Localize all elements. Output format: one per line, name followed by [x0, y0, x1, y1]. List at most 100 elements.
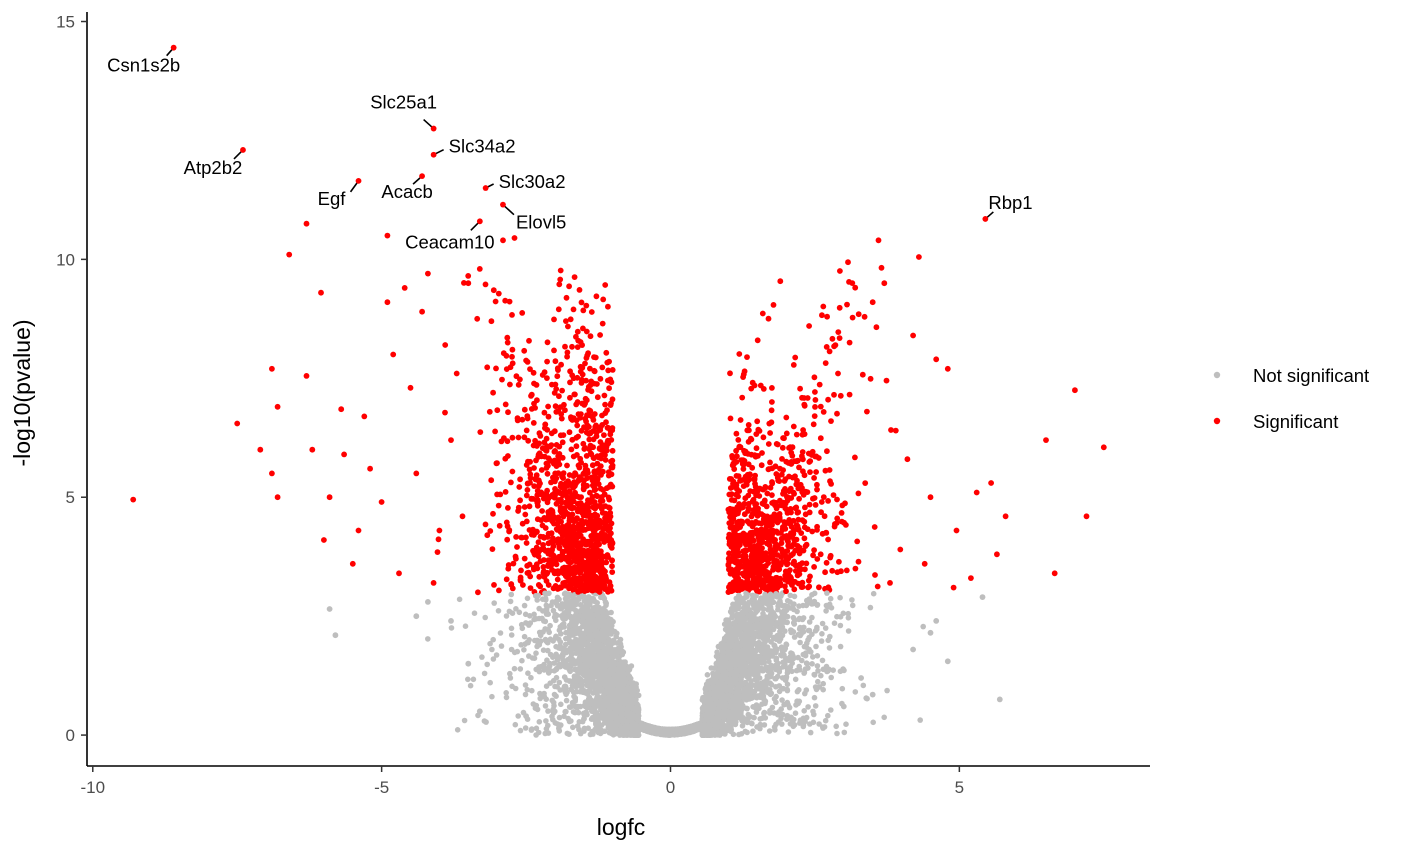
significant-point — [482, 281, 489, 288]
not-significant-point — [612, 647, 618, 653]
significant-point — [862, 480, 869, 486]
significant-point — [496, 522, 503, 529]
significant-point — [823, 344, 830, 350]
significant-point — [807, 469, 813, 475]
significant-point — [854, 538, 861, 545]
not-significant-point — [719, 645, 726, 651]
significant-point — [477, 429, 484, 435]
significant-point — [817, 403, 824, 410]
significant-point — [861, 313, 868, 320]
significant-point — [787, 520, 793, 527]
significant-point — [835, 329, 842, 335]
significant-point — [474, 315, 481, 322]
not-significant-point — [507, 598, 514, 605]
significant-point — [509, 346, 516, 353]
significant-point — [824, 313, 830, 320]
significant-point — [827, 478, 833, 485]
significant-point — [536, 430, 543, 437]
significant-point — [526, 503, 533, 510]
significant-point — [521, 504, 528, 510]
significant-point — [799, 449, 806, 455]
not-significant-point — [551, 660, 557, 666]
significant-point — [811, 475, 817, 481]
not-significant-point — [758, 648, 765, 655]
significant-point — [492, 298, 499, 305]
significant-point — [506, 298, 513, 305]
significant-point — [489, 546, 496, 552]
significant-point — [461, 280, 467, 286]
not-significant-point — [602, 617, 609, 624]
significant-point — [836, 304, 843, 311]
significant-point — [527, 366, 533, 372]
significant-point — [513, 534, 519, 540]
significant-point — [521, 347, 528, 354]
significant-point — [530, 420, 537, 426]
significant-point — [502, 489, 509, 495]
significant-point — [530, 566, 537, 573]
not-significant-point — [534, 597, 540, 603]
not-significant-point — [543, 602, 550, 609]
significant-point — [831, 391, 837, 398]
significant-point — [509, 312, 515, 318]
significant-point — [521, 406, 528, 413]
significant-point — [486, 408, 493, 415]
significant-point — [524, 487, 531, 493]
significant-point — [535, 539, 542, 546]
not-significant-point — [618, 660, 624, 666]
significant-point — [897, 546, 904, 553]
significant-point — [846, 279, 852, 285]
significant-point — [837, 268, 843, 274]
significant-point — [859, 371, 866, 378]
significant-point — [492, 428, 498, 435]
significant-point — [834, 410, 840, 417]
not-significant-point — [508, 625, 515, 632]
significant-point — [515, 381, 522, 388]
significant-point — [878, 264, 885, 271]
significant-point — [518, 567, 524, 574]
significant-point — [521, 555, 528, 562]
significant-point — [820, 494, 827, 500]
significant-point — [803, 560, 810, 567]
significant-point — [806, 583, 813, 590]
not-significant-point — [513, 606, 519, 612]
not-significant-point — [617, 636, 624, 643]
significant-point — [843, 567, 850, 574]
not-significant-point — [606, 629, 613, 635]
significant-point — [516, 484, 523, 490]
not-significant-point — [700, 694, 706, 701]
significant-point — [554, 576, 561, 583]
significant-point — [499, 376, 505, 383]
significant-point — [837, 392, 844, 399]
not-significant-point — [727, 621, 733, 627]
significant-point — [810, 552, 816, 559]
significant-point — [530, 369, 537, 376]
not-significant-point — [613, 633, 619, 640]
significant-point — [829, 335, 836, 342]
significant-point — [819, 312, 825, 319]
significant-point — [811, 547, 817, 553]
significant-point — [507, 381, 513, 388]
significant-point — [490, 510, 496, 517]
significant-point — [494, 407, 501, 414]
significant-point — [812, 404, 818, 410]
significant-point — [845, 259, 851, 266]
significant-point — [852, 284, 859, 291]
significant-point — [540, 564, 547, 570]
significant-point — [504, 339, 511, 346]
significant-point — [465, 273, 472, 279]
significant-point — [799, 431, 806, 438]
significant-point — [846, 391, 853, 398]
significant-point — [764, 490, 771, 497]
not-significant-point — [736, 592, 742, 599]
not-significant-point — [784, 598, 791, 604]
significant-point — [503, 576, 510, 583]
not-significant-point — [594, 600, 600, 606]
significant-point — [531, 465, 537, 471]
not-significant-point — [635, 692, 642, 699]
not-significant-point — [716, 668, 722, 674]
not-significant-point — [819, 620, 826, 627]
significant-point — [493, 365, 499, 372]
not-significant-point — [603, 600, 609, 607]
significant-point — [855, 490, 862, 497]
